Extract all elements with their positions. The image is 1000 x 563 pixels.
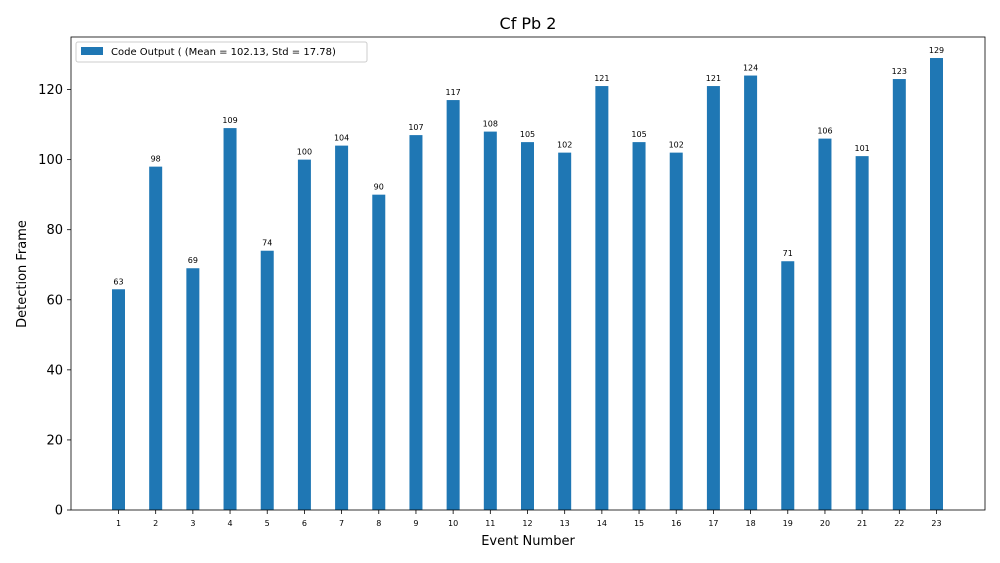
x-tick-label: 16 — [671, 519, 681, 528]
x-tick-label: 10 — [448, 519, 458, 528]
bar — [744, 75, 758, 510]
x-tick-label: 11 — [485, 519, 495, 528]
x-tick-label: 3 — [190, 519, 195, 528]
bar — [297, 159, 311, 510]
data-label: 98 — [151, 155, 161, 164]
x-tick-label: 18 — [745, 519, 755, 528]
data-label: 101 — [854, 144, 869, 153]
x-tick-label: 21 — [857, 519, 867, 528]
bar — [335, 145, 349, 511]
data-label: 108 — [483, 120, 498, 129]
bar — [483, 131, 497, 510]
data-label: 104 — [334, 134, 349, 143]
bar — [930, 58, 943, 511]
x-tick-label: 1 — [116, 519, 121, 528]
y-tick-label: 120 — [38, 83, 63, 98]
x-tick-label: 13 — [560, 519, 570, 528]
data-label: 105 — [631, 130, 646, 139]
bar — [558, 152, 572, 510]
x-tick-label: 23 — [931, 519, 941, 528]
y-axis-label: Detection Frame — [15, 220, 30, 328]
data-label: 63 — [113, 277, 123, 286]
bar — [149, 166, 163, 511]
data-label: 107 — [408, 123, 423, 132]
axes-frame — [70, 36, 986, 511]
legend-box — [75, 41, 368, 63]
legend-label: Code Output ( (Mean = 102.13, Std = 17.7… — [111, 47, 336, 58]
bar — [521, 142, 534, 510]
data-label: 117 — [445, 88, 460, 97]
x-tick-label: 20 — [820, 519, 830, 528]
x-tick-label: 5 — [265, 519, 270, 528]
y-tick-label: 20 — [46, 433, 63, 448]
bar — [781, 261, 795, 510]
chart-title: Cf Pb 2 — [500, 14, 557, 33]
x-tick-label: 8 — [376, 519, 381, 528]
x-tick-label: 15 — [634, 519, 644, 528]
data-label: 69 — [188, 256, 198, 265]
y-tick-label: 0 — [55, 504, 63, 519]
bar — [669, 152, 683, 510]
data-label: 106 — [817, 127, 832, 136]
x-tick-label: 17 — [708, 519, 718, 528]
data-label: 123 — [892, 67, 907, 76]
data-label: 121 — [594, 74, 609, 83]
data-label: 121 — [706, 74, 721, 83]
bar — [855, 156, 869, 511]
legend-swatch — [81, 47, 103, 55]
x-tick-label: 2 — [153, 519, 158, 528]
data-label: 102 — [557, 141, 572, 150]
bar — [112, 289, 125, 510]
y-tick-label: 100 — [38, 153, 63, 168]
bar — [595, 86, 609, 510]
data-label: 102 — [669, 141, 684, 150]
data-label: 129 — [929, 46, 944, 55]
y-tick-label: 40 — [46, 363, 63, 378]
legend: Code Output ( (Mean = 102.13, Std = 17.7… — [75, 41, 368, 63]
data-label: 71 — [783, 249, 793, 258]
data-label: 100 — [297, 148, 312, 157]
data-label: 105 — [520, 130, 535, 139]
bar — [632, 142, 646, 510]
x-tick-label: 9 — [413, 519, 418, 528]
bar — [372, 194, 386, 510]
x-tick-label: 19 — [783, 519, 793, 528]
data-label: 90 — [374, 183, 384, 192]
bar — [892, 79, 906, 511]
bar — [409, 135, 423, 510]
x-axis-label: Event Number — [481, 534, 575, 549]
x-tick-label: 6 — [302, 519, 307, 528]
bar — [818, 138, 832, 510]
bar — [706, 86, 720, 510]
bar — [260, 250, 274, 510]
bar — [223, 128, 237, 510]
x-tick-label: 7 — [339, 519, 344, 528]
x-tick-label: 12 — [522, 519, 532, 528]
x-tick-label: 14 — [597, 519, 607, 528]
plot-area: 6319826931094745100610479081079117101081… — [38, 36, 986, 528]
y-tick-label: 80 — [46, 223, 63, 238]
y-tick-label: 60 — [46, 293, 63, 308]
bar — [186, 268, 200, 510]
x-tick-label: 22 — [894, 519, 904, 528]
bar — [446, 100, 460, 511]
data-label: 74 — [262, 239, 272, 248]
x-tick-label: 4 — [227, 519, 232, 528]
data-label: 109 — [222, 116, 237, 125]
data-label: 124 — [743, 64, 758, 73]
